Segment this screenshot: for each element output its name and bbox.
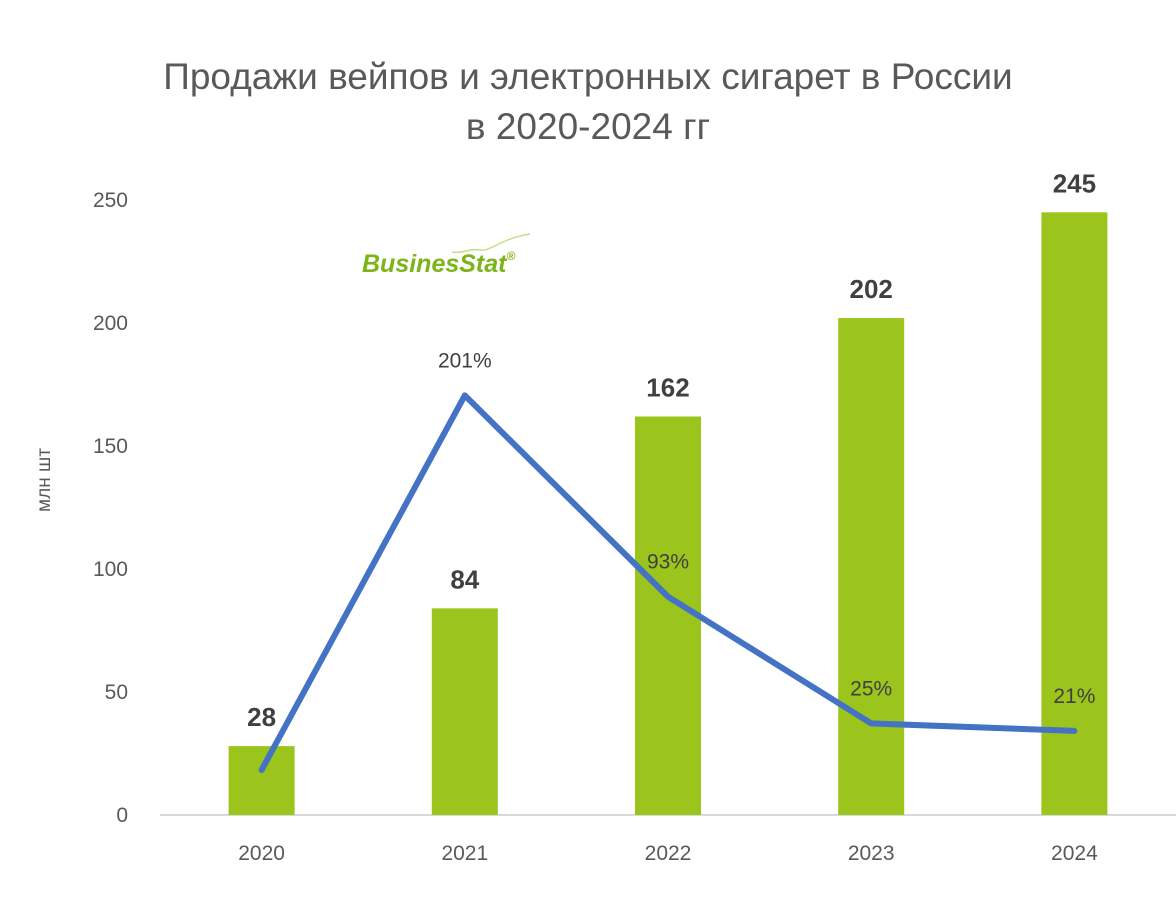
chart-title: Продажи вейпов и электронных сигарет в Р… <box>0 52 1176 152</box>
bar <box>838 318 905 815</box>
bar-value-label: 84 <box>450 564 479 594</box>
logo-swoosh <box>451 233 531 254</box>
registered-mark: ® <box>506 249 515 263</box>
chart-title-line-1: Продажи вейпов и электронных сигарет в Р… <box>163 56 1013 97</box>
bar-value-labels: 28 84 162 202 245 <box>247 168 1096 732</box>
y-tick-label: 50 <box>105 681 128 704</box>
y-tick-label: 0 <box>116 804 128 827</box>
x-axis-ticks: 2020 2021 2022 2023 2024 <box>238 842 1098 865</box>
bar-value-label: 202 <box>850 274 893 304</box>
x-tick-label: 2023 <box>848 842 895 865</box>
growth-percent-label: 21% <box>1053 685 1095 708</box>
businesstat-logo: BusinesStat® <box>362 233 531 278</box>
bar-series <box>228 212 1108 816</box>
growth-percent-labels: 201% 93% 25% 21% <box>438 349 1095 707</box>
growth-line <box>258 392 1078 773</box>
y-axis-ticks: 0 50 100 150 200 250 <box>93 189 128 827</box>
bar <box>635 416 701 815</box>
y-tick-label: 100 <box>93 558 128 581</box>
x-tick-label: 2020 <box>238 842 285 865</box>
y-tick-label: 250 <box>93 189 128 212</box>
bar <box>1041 212 1108 816</box>
y-tick-label: 150 <box>93 435 128 458</box>
bar <box>228 746 295 815</box>
growth-percent-label: 93% <box>647 551 689 574</box>
bar <box>431 608 498 815</box>
growth-percent-label: 201% <box>438 349 492 372</box>
bar-value-label: 162 <box>646 372 689 402</box>
bar-value-label: 245 <box>1053 168 1096 198</box>
y-tick-label: 200 <box>93 312 128 335</box>
logo-text: BusinesStat® <box>362 249 515 278</box>
x-tick-label: 2021 <box>441 842 488 865</box>
bar-value-label: 28 <box>247 702 276 732</box>
chart-title-line-2: в 2020-2024 гг <box>465 106 711 147</box>
y-axis-label: млн шт <box>34 448 55 512</box>
x-tick-label: 2022 <box>645 842 692 865</box>
growth-percent-label: 25% <box>850 677 892 700</box>
x-tick-label: 2024 <box>1051 842 1098 865</box>
